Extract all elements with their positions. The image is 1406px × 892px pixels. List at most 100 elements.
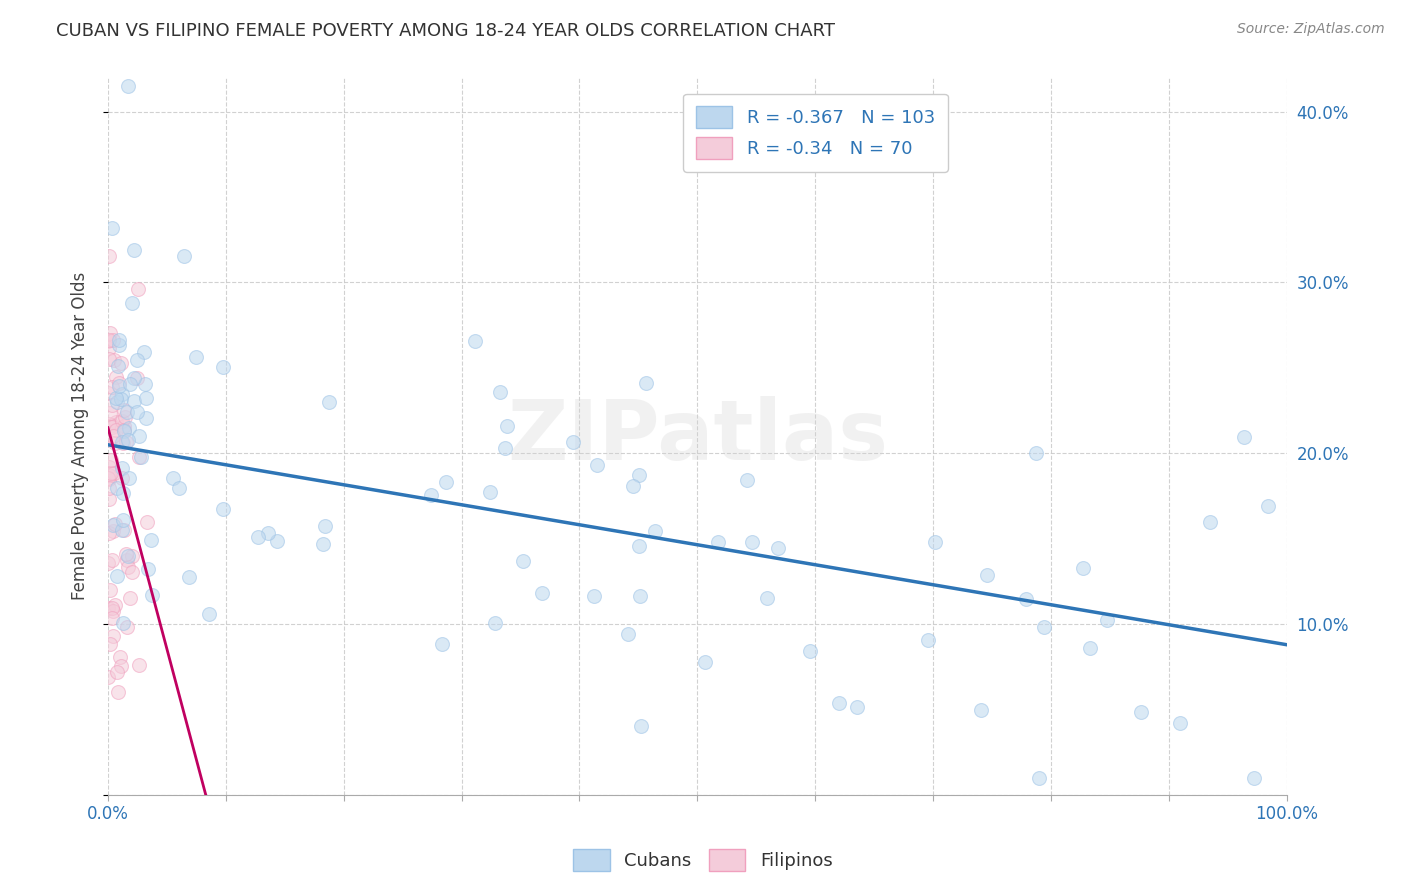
Point [141,588,163,602]
Point [101,629,124,643]
Point [628,468,651,483]
Point [1130,706,1153,720]
Point [110,650,132,665]
Point [111,387,134,401]
Point [117,549,139,563]
Point [110,356,132,370]
Point [107,359,129,373]
Point [100,418,122,433]
Point [112,423,135,437]
Point [111,523,134,537]
Point [101,380,124,394]
Point [976,568,998,582]
Point [212,502,235,516]
Point [97,471,120,485]
Point [103,524,125,538]
Point [756,591,779,605]
Point [115,553,138,567]
Point [162,471,184,485]
Point [628,539,651,553]
Point [512,554,534,568]
Point [128,450,150,464]
Text: CUBAN VS FILIPINO FEMALE POVERTY AMONG 18-24 YEAR OLDS CORRELATION CHART: CUBAN VS FILIPINO FEMALE POVERTY AMONG 1… [56,22,835,40]
Point [101,518,124,533]
Point [121,296,143,310]
Point [104,391,127,405]
Point [585,458,607,473]
Y-axis label: Female Poverty Among 18-24 Year Olds: Female Poverty Among 18-24 Year Olds [72,272,89,600]
Point [735,474,758,488]
Point [97,460,120,475]
Point [127,353,149,368]
Point [134,376,156,391]
Point [1233,430,1256,444]
Point [121,566,143,580]
Point [101,221,124,235]
Point [98,406,121,420]
Point [105,568,128,582]
Point [134,345,156,359]
Point [420,488,443,502]
Point [924,534,946,549]
Point [135,391,157,405]
Point [112,403,135,417]
Point [1071,561,1094,575]
Point [100,467,122,481]
Point [118,591,141,605]
Point [112,424,135,438]
Point [97,334,120,348]
Point [115,547,138,561]
Point [136,516,159,530]
Point [100,420,122,434]
Point [117,434,139,448]
Point [314,519,336,533]
Text: ZIPatlas: ZIPatlas [506,396,887,476]
Point [124,394,146,409]
Point [1078,640,1101,655]
Point [114,409,136,424]
Point [115,620,138,634]
Point [101,398,124,412]
Point [97,467,120,482]
Point [128,657,150,672]
Point [177,570,200,584]
Point [582,589,605,603]
Point [97,333,120,347]
Point [318,395,340,409]
Point [115,405,138,419]
Point [1028,771,1050,785]
Point [1097,613,1119,627]
Point [105,481,128,495]
Point [127,282,149,296]
Point [128,428,150,442]
Point [628,590,651,604]
Point [98,637,121,651]
Point [105,395,128,409]
Point [98,249,121,263]
Point [1199,516,1222,530]
Point [489,385,512,400]
Point [101,611,124,625]
Point [828,696,851,710]
Point [118,421,141,435]
Point [97,525,120,540]
Point [98,326,121,341]
Point [496,419,519,434]
Text: Source: ZipAtlas.com: Source: ZipAtlas.com [1237,22,1385,37]
Point [135,410,157,425]
Point [112,436,135,450]
Point [1025,446,1047,460]
Point [98,582,121,597]
Point [103,467,125,481]
Point [97,670,120,684]
Point [112,513,135,527]
Point [107,685,129,699]
Point [111,461,134,475]
Point [105,423,128,437]
Point [108,333,131,347]
Point [127,371,149,385]
Point [173,249,195,263]
Point [105,665,128,680]
Point [617,627,640,641]
Point [124,243,146,257]
